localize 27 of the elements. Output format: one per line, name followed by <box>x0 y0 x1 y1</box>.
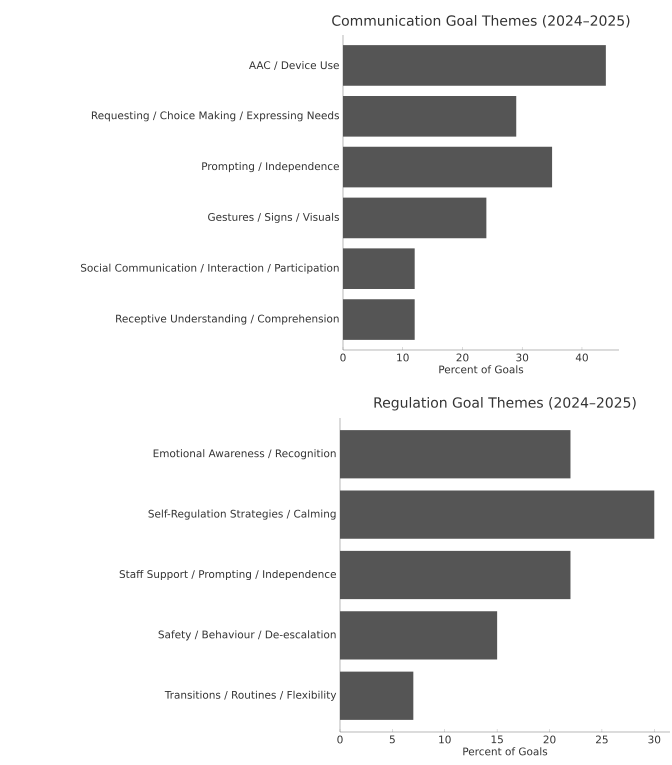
x-tick-label: 15 <box>492 736 503 744</box>
x-axis-title: Percent of Goals <box>439 365 524 374</box>
y-tick-label: Emotional Awareness / Recognition <box>154 449 336 460</box>
y-tick-label: Transitions / Routines / Flexibility <box>164 690 336 701</box>
x-tick-label: 30 <box>516 354 528 362</box>
y-tick-label: Self-Regulation Strategies / Calming <box>148 510 336 520</box>
x-axis-title: Percent of Goals <box>463 747 548 756</box>
x-tick-label: 10 <box>397 354 409 362</box>
x-tick-label: 5 <box>390 736 395 744</box>
y-tick-label: AAC / Device Use <box>249 61 339 70</box>
x-tick-label: 40 <box>576 354 588 362</box>
x-tick-label: 0 <box>337 736 343 744</box>
y-tick-label: Prompting / Independence <box>202 162 339 172</box>
y-tick-label: Staff Support / Prompting / Independence <box>120 570 336 580</box>
y-tick-label: Requesting / Choice Making / Expressing Needs <box>92 111 339 122</box>
x-tick-label: 20 <box>544 736 556 744</box>
x-tick-label: 0 <box>340 354 346 362</box>
y-tick-label: Safety / Behaviour / De-escalation <box>158 630 336 640</box>
chart-title: Communication Goal Themes (2024–2025) <box>332 15 630 28</box>
x-tick-label: 20 <box>456 354 468 362</box>
chart-title: Regulation Goal Themes (2024–2025) <box>374 397 636 410</box>
x-tick-label: 10 <box>439 736 451 744</box>
y-tick-label: Receptive Understanding / Comprehension <box>116 314 339 325</box>
x-tick-label: 30 <box>648 736 660 744</box>
x-tick-label: 25 <box>596 736 608 744</box>
y-tick-label: Gestures / Signs / Visuals <box>208 212 339 223</box>
y-tick-label: Social Communication / Interaction / Participation <box>80 264 339 274</box>
